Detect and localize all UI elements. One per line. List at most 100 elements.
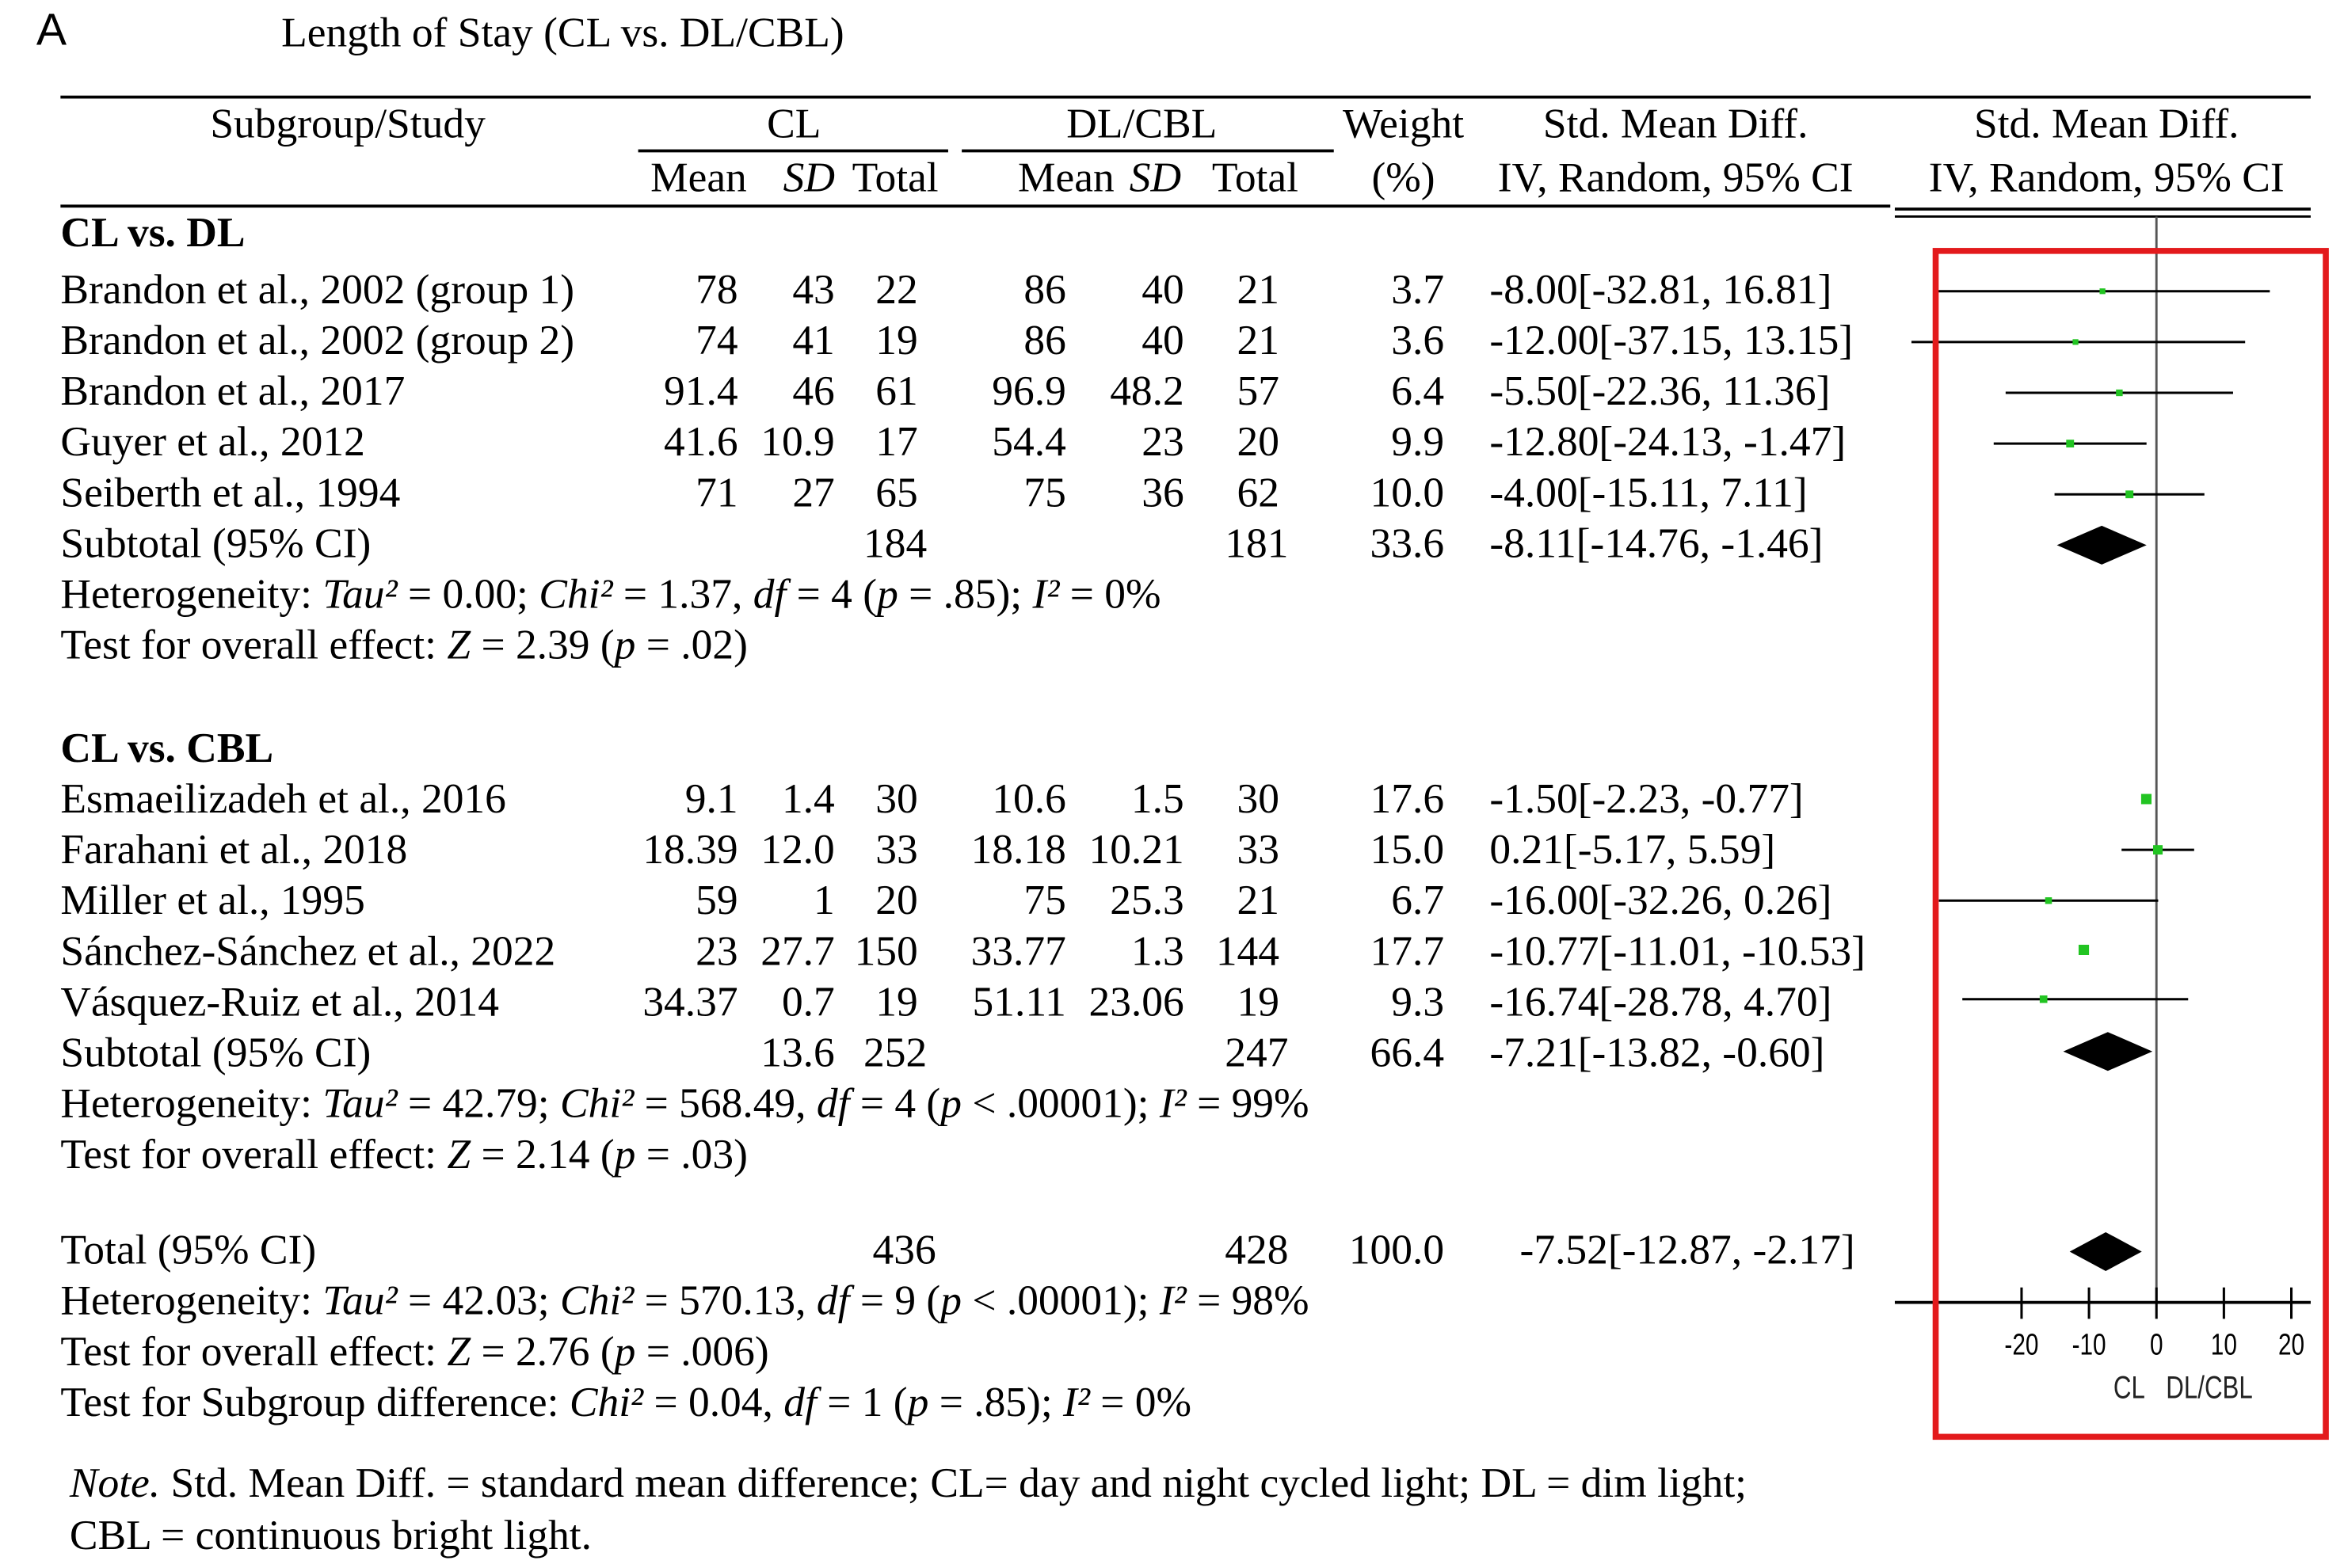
- study-name: Guyer et al., 2012: [60, 419, 365, 466]
- overall-effect-p-lab: p: [614, 622, 636, 669]
- overall-effect-p-val: = .02): [635, 622, 748, 669]
- study-ci: -5.50[-22.36, 11.36]: [1489, 368, 1831, 416]
- heterogeneity-i-val: = 0%: [1059, 572, 1161, 618]
- x-right-label: DL/CBL: [2166, 1370, 2252, 1405]
- header-cl-sd: SD: [783, 155, 835, 202]
- overall-effect-prefix: Test for overall effect:: [60, 622, 448, 669]
- overall-effect: Test for overall effect: Z = 2.39 (p = .…: [60, 625, 748, 668]
- dl-sd: 48.2: [1110, 368, 1184, 416]
- dl-mean: 86: [1023, 318, 1066, 365]
- heterogeneity-tau-lab: Tau²: [322, 572, 398, 618]
- note-line-2: CBL = continuous bright light.: [69, 1513, 593, 1559]
- subtotal-label: Subtotal (95% CI): [60, 1030, 372, 1077]
- dl-mean: 75: [1023, 470, 1066, 517]
- cl-mean: 23: [696, 929, 738, 976]
- subgroup-difference-prefix: Test for Subgroup difference:: [60, 1380, 570, 1427]
- study-point: [2125, 490, 2134, 499]
- dl-sd: 10.21: [1088, 827, 1184, 874]
- heterogeneity-i-lab: I²: [1032, 572, 1060, 618]
- cl-total: 30: [875, 776, 918, 824]
- heterogeneity-df-lab: df: [753, 572, 787, 618]
- dl-mean: 18.18: [970, 827, 1066, 874]
- header-dl-mean: Mean: [1017, 155, 1115, 202]
- header-dl-total: Total: [1211, 155, 1298, 202]
- total-heterogeneity-tau-lab: Tau²: [322, 1278, 398, 1325]
- total-heterogeneity-tau-val: = 42.03;: [397, 1278, 561, 1325]
- cl-sd: 0.7: [781, 980, 835, 1026]
- subtotal-weight: 33.6: [1370, 521, 1445, 568]
- header-weight-unit: (%): [1371, 155, 1435, 202]
- dl-mean: 96.9: [992, 368, 1066, 416]
- cl-sd: 43: [792, 267, 835, 314]
- subtotal-weight: 66.4: [1370, 1030, 1445, 1077]
- subgroup-difference-df-val: = 1 (: [816, 1380, 908, 1427]
- dl-mean: 33.77: [970, 929, 1066, 976]
- total-heterogeneity-prefix: Heterogeneity:: [60, 1278, 323, 1325]
- heterogeneity: Heterogeneity: Tau² = 0.00; Chi² = 1.37,…: [60, 572, 1161, 618]
- total-cl-total: 436: [872, 1227, 936, 1274]
- overall-effect-z-val: = 2.14 (: [471, 1132, 615, 1179]
- study-ci: -12.80[-24.13, -1.47]: [1489, 419, 1847, 466]
- study-ci: -16.00[-32.26, 0.26]: [1489, 877, 1832, 925]
- study-weight: 17.7: [1370, 929, 1445, 976]
- study-weight: 10.0: [1370, 470, 1445, 517]
- heterogeneity-chi-val: = 1.37,: [612, 572, 753, 618]
- study-weight: 9.9: [1391, 419, 1445, 466]
- cl-mean: 34.37: [642, 980, 738, 1026]
- x-left-label: CL: [2113, 1370, 2145, 1405]
- heterogeneity-tau-val: = 42.79;: [397, 1081, 561, 1128]
- dl-total: 19: [1237, 980, 1280, 1026]
- subtotal-ci: -7.21[-13.82, -0.60]: [1489, 1030, 1825, 1077]
- overall-effect: Test for overall effect: Z = 2.14 (p = .…: [60, 1132, 748, 1179]
- summary-diamond: [2063, 1032, 2153, 1071]
- total-overall-effect-z-val: = 2.76 (: [471, 1329, 615, 1376]
- study-ci: -8.00[-32.81, 16.81]: [1489, 267, 1832, 314]
- heterogeneity-df-val: = 4 (: [849, 1081, 941, 1128]
- cl-mean: 91.4: [664, 368, 738, 416]
- overall-effect-z-val: = 2.39 (: [471, 622, 615, 669]
- dl-total: 20: [1237, 419, 1280, 466]
- cl-total: 33: [875, 827, 918, 874]
- study-weight: 3.6: [1391, 318, 1445, 365]
- total-heterogeneity-i-lab: I²: [1159, 1278, 1187, 1325]
- heterogeneity-prefix: Heterogeneity:: [60, 1081, 323, 1128]
- study-weight: 6.4: [1391, 368, 1445, 416]
- dl-sd: 36: [1142, 470, 1184, 517]
- cl-total: 65: [875, 470, 918, 517]
- overall-effect-z-lab: Z: [447, 622, 471, 669]
- cl-sd: 1: [814, 877, 835, 925]
- subgroup-difference: Test for Subgroup difference: Chi² = 0.0…: [60, 1380, 1192, 1427]
- header-top-rule: [60, 95, 2311, 99]
- subtotal-label: Subtotal (95% CI): [60, 521, 372, 568]
- heterogeneity-p-lab: p: [877, 572, 898, 618]
- x-tick-label: 20: [2278, 1328, 2304, 1361]
- cl-mean: 9.1: [684, 776, 738, 824]
- header-bottom-rule: [60, 204, 1891, 208]
- total-heterogeneity-df-lab: df: [816, 1278, 850, 1325]
- cl-mean: 59: [696, 877, 738, 925]
- note-line-1: Note. Std. Mean Diff. = standard mean di…: [70, 1463, 1747, 1505]
- header-smd: Std. Mean Diff.: [1542, 101, 1809, 148]
- overall-effect-p-val: = .03): [635, 1132, 748, 1179]
- study-ci: -10.77[-11.01, -10.53]: [1489, 929, 1866, 976]
- total-heterogeneity-chi-lab: Chi²: [560, 1278, 635, 1325]
- cl-mean: 78: [696, 267, 738, 314]
- dl-sd: 1.5: [1130, 776, 1184, 824]
- cl-total: 19: [875, 980, 918, 1026]
- heterogeneity-chi-val: = 568.49,: [634, 1081, 817, 1128]
- study-ci: -12.00[-37.15, 13.15]: [1489, 318, 1854, 365]
- study-weight: 6.7: [1391, 877, 1445, 925]
- cl-total: 20: [875, 877, 918, 925]
- dl-mean: 75: [1023, 877, 1066, 925]
- study-weight: 9.3: [1391, 980, 1445, 1026]
- study-point: [2072, 339, 2079, 345]
- x-tick-label: -20: [2004, 1328, 2038, 1361]
- study-ci: 0.21[-5.17, 5.59]: [1489, 827, 1776, 874]
- dl-sd: 23: [1142, 419, 1184, 466]
- subgroup-difference-i-val: = 0%: [1089, 1380, 1192, 1427]
- header-cl-rule: [638, 149, 948, 153]
